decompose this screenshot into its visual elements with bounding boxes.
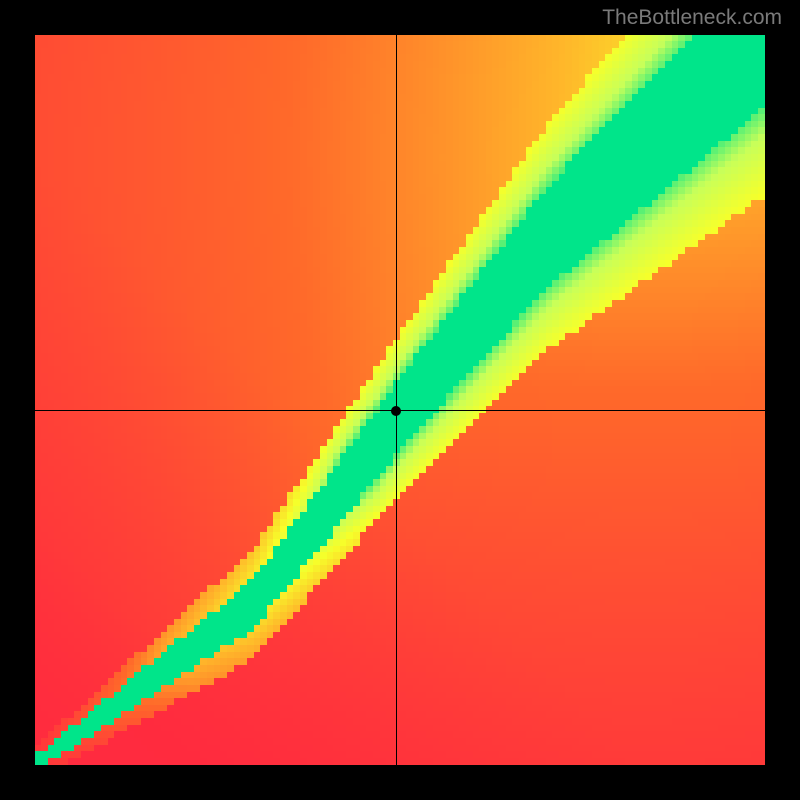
watermark-text: TheBottleneck.com	[602, 6, 782, 30]
chart-container: TheBottleneck.com	[0, 0, 800, 800]
crosshair-marker	[391, 406, 401, 416]
crosshair-vertical	[396, 35, 397, 765]
heatmap-canvas	[35, 35, 765, 765]
